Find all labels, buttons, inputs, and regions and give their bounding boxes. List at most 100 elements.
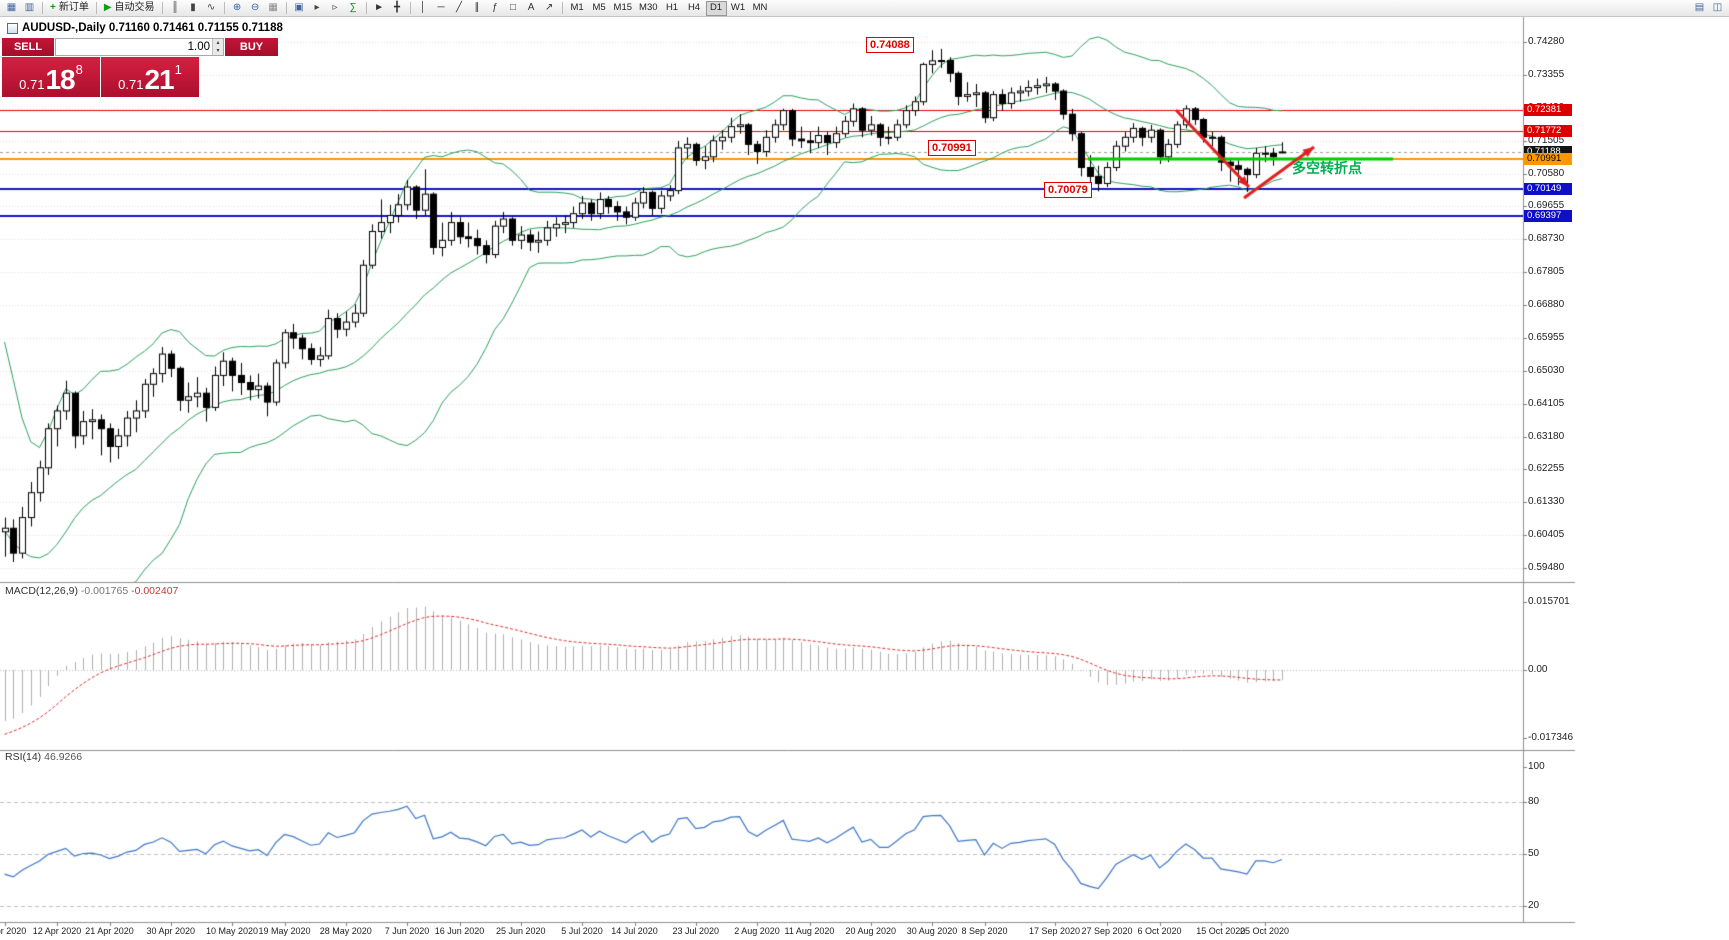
docking-icon[interactable]: ◫: [1709, 1, 1726, 16]
macd-indicator-label: MACD(12,26,9) -0.001765 -0.002407: [5, 585, 178, 597]
line-chart-icon[interactable]: ∿: [203, 1, 220, 16]
volume-input[interactable]: [56, 39, 212, 55]
turning-point-note[interactable]: 多空转折点: [1292, 160, 1362, 176]
date-axis-label: 14 Jul 2020: [611, 926, 658, 936]
price-axis-label: 0.61330: [1528, 496, 1565, 508]
trendline-icon[interactable]: ╱: [451, 1, 468, 16]
sell-price-button[interactable]: 0.71 18 8: [2, 57, 100, 97]
date-axis-label: 19 May 2020: [258, 926, 311, 936]
timeframe-h4-button[interactable]: H4: [684, 1, 705, 16]
buy-price-button[interactable]: 0.71 21 1: [101, 57, 199, 97]
timeframe-mn-button[interactable]: MN: [750, 1, 771, 16]
chart-title-text: AUDUSD-,Daily 0.71160 0.71461 0.71155 0.…: [22, 22, 283, 34]
timeframe-m1-button[interactable]: M1: [567, 1, 588, 16]
timeframe-m30-button[interactable]: M30: [636, 1, 660, 16]
rsi-value: 46.9266: [44, 751, 83, 763]
rsi-indicator-label: RSI(14) 46.9266: [5, 751, 82, 763]
toolbar-separator: [161, 2, 163, 14]
toolbar-separator: [42, 2, 43, 14]
price-axis-label: 0.67805: [1528, 266, 1565, 278]
date-axis-label: 21 Apr 2020: [85, 926, 134, 936]
candlestick-chart-icon[interactable]: ▮: [185, 1, 202, 16]
equidistant-channel-icon[interactable]: ∥: [469, 1, 486, 16]
one-click-trading-panel: SELL ▴ ▾ BUY 0.71 18 8 0.71 21 1: [2, 38, 278, 97]
date-axis-label: 23 Jul 2020: [672, 926, 720, 936]
date-axis-label: 7 Jun 2020: [384, 926, 430, 936]
timeframe-m5-button[interactable]: M5: [589, 1, 610, 16]
date-axis-label: 8 Sep 2020: [961, 926, 1008, 936]
date-axis-label: 27 Sep 2020: [1081, 926, 1133, 936]
new-chart-icon[interactable]: ▦: [3, 1, 20, 16]
volume-control: ▴ ▾: [55, 38, 224, 56]
zoom-in-icon[interactable]: ⊕: [229, 1, 246, 16]
horizontal-line-icon[interactable]: ─: [433, 1, 450, 16]
autotrading-button[interactable]: ▶ 自动交易: [101, 1, 158, 16]
timeframe-w1-button[interactable]: W1: [728, 1, 749, 16]
macd-signal-value: -0.002407: [131, 585, 179, 597]
date-axis-label: 30 Aug 2020: [906, 926, 958, 936]
indicators-icon[interactable]: ∑: [345, 1, 362, 16]
arrow-objects-icon[interactable]: ↗: [541, 1, 558, 16]
chart-shift-icon[interactable]: ▹: [327, 1, 344, 16]
macd-axis-label: 0.015701: [1528, 596, 1570, 607]
timeframe-m15-button[interactable]: M15: [611, 1, 635, 16]
date-axis-label: 25 Oct 2020: [1239, 926, 1290, 936]
buy-price-pipette: 1: [174, 62, 182, 77]
toolbar-separator: [365, 2, 367, 14]
chart-profiles-icon[interactable]: ▥: [21, 1, 38, 16]
zoom-out-icon[interactable]: ⊖: [247, 1, 264, 16]
price-tag: 0.71772: [1524, 125, 1572, 138]
volume-increase-icon[interactable]: ▴: [212, 39, 223, 47]
price-axis-label: 0.66880: [1528, 299, 1565, 311]
timeframe-d1-button[interactable]: D1: [705, 0, 727, 16]
vertical-line-icon[interactable]: │: [415, 1, 432, 16]
crosshair-icon[interactable]: ╋: [389, 1, 406, 16]
tile-windows-icon[interactable]: ▣: [291, 1, 308, 16]
price-axis-label: 0.64105: [1528, 397, 1565, 409]
shapes-icon[interactable]: □: [505, 1, 522, 16]
toolbar-separator: [285, 2, 287, 14]
macd-axis-label: 0.00: [1528, 664, 1548, 675]
price-axis-label: 0.71505: [1528, 134, 1565, 146]
date-axis-label: 2 Apr 2020: [0, 926, 27, 936]
price-annotation[interactable]: 0.74088: [866, 37, 914, 53]
date-axis-label: 17 Sep 2020: [1028, 926, 1081, 936]
new-order-button[interactable]: + 新订单: [47, 1, 92, 16]
price-tag: 0.70991: [1524, 152, 1572, 165]
auto-scroll-icon[interactable]: ▸: [309, 1, 326, 16]
cursor-icon[interactable]: ►: [371, 1, 388, 16]
rsi-axis-label: 100: [1528, 760, 1545, 772]
date-axis-label: 30 Apr 2020: [146, 926, 196, 936]
price-axis-label: 0.74280: [1528, 36, 1565, 48]
sell-button[interactable]: SELL: [2, 38, 54, 56]
new-order-icon: +: [50, 2, 56, 13]
price-tag: 0.72381: [1524, 103, 1572, 116]
rsi-axis-label: 80: [1528, 795, 1540, 807]
bar-chart-icon[interactable]: ║: [167, 1, 184, 16]
text-label-icon[interactable]: A: [523, 1, 540, 16]
date-axis-label: 28 May 2020: [319, 926, 372, 936]
buy-price-base: 0.71: [118, 77, 144, 92]
buy-price-pips: 21: [144, 64, 174, 95]
rsi-name: RSI(14): [5, 751, 42, 763]
price-annotation[interactable]: 0.70991: [928, 140, 976, 156]
autotrading-icon: ▶: [103, 2, 112, 13]
toolbar-separator: [561, 2, 563, 14]
price-annotation[interactable]: 0.70079: [1044, 182, 1092, 198]
timeframe-h1-button[interactable]: H1: [662, 1, 683, 16]
volume-decrease-icon[interactable]: ▾: [212, 47, 223, 55]
chart-title: AUDUSD-,Daily 0.71160 0.71461 0.71155 0.…: [7, 22, 283, 34]
sell-price-base: 0.71: [19, 77, 45, 92]
toolbar: ▦ ▥ + 新订单 ▶ 自动交易 ║ ▮ ∿ ⊕ ⊖ ▦ ▣ ▸ ▹ ∑ ► ╋ │ ─ ╱ ∥ ƒ □ A ↗ M1 M5 M15 M3…: [0, 0, 1729, 17]
fibonacci-icon[interactable]: ƒ: [487, 1, 504, 16]
date-axis-label: 5 Jul 2020: [561, 926, 603, 936]
date-axis-label: 10 May 2020: [205, 926, 259, 936]
grid-icon[interactable]: ▦: [265, 1, 282, 16]
buy-button[interactable]: BUY: [225, 38, 278, 56]
chart-icon: [7, 22, 18, 34]
price-tag: 0.69397: [1524, 209, 1572, 222]
macd-main-value: -0.001765: [80, 585, 129, 597]
price-tag: 0.70149: [1524, 182, 1572, 195]
chart-list-icon[interactable]: ▤: [1691, 1, 1708, 16]
